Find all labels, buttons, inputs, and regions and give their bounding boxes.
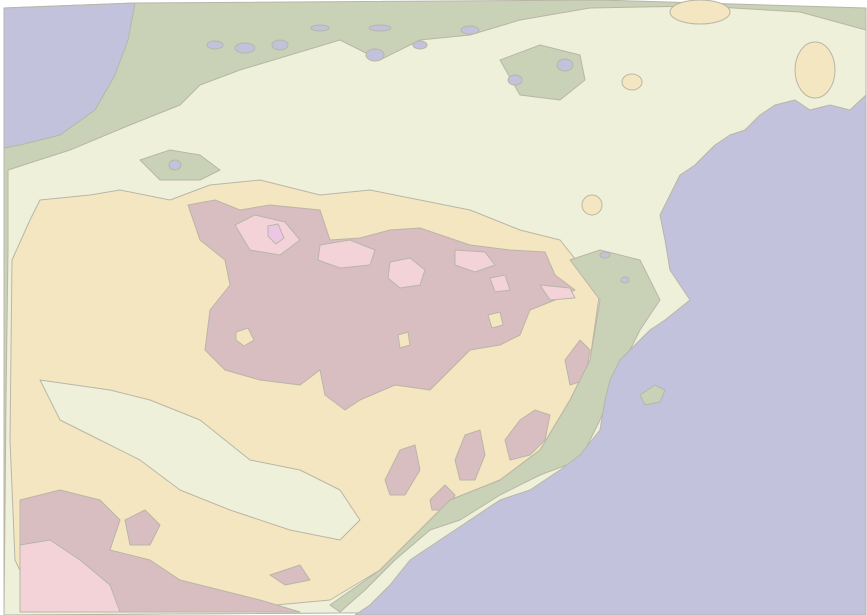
lake-13 — [620, 276, 630, 284]
lake-11 — [168, 159, 182, 171]
lake-9 — [556, 58, 574, 72]
lake-7 — [412, 40, 428, 50]
lake-8 — [460, 25, 480, 35]
lake-5 — [368, 24, 392, 32]
lake-2 — [234, 42, 256, 54]
lake-12 — [599, 251, 611, 259]
upland-spot-2 — [794, 41, 836, 99]
upland-spot-3 — [621, 73, 643, 91]
peak-patch-2 — [317, 239, 376, 269]
lake-4 — [310, 24, 330, 32]
lake-3 — [271, 39, 289, 51]
peak-patch-6 — [539, 284, 576, 301]
lake-10 — [507, 74, 523, 86]
lake-1 — [206, 40, 224, 50]
highland-patch-2 — [454, 429, 486, 481]
highland-patch-1 — [504, 409, 551, 461]
island-1 — [639, 384, 666, 406]
highland-patch-3 — [384, 444, 421, 496]
peak-patch-5 — [489, 274, 511, 293]
lowland-coastal-strip — [329, 249, 661, 613]
lake-6 — [365, 48, 385, 62]
highland-patch-7 — [269, 564, 311, 586]
sea-northwest — [3, 2, 136, 149]
highland-patch-6 — [124, 509, 161, 546]
peak-southwest — [19, 539, 121, 613]
upland-hole-1 — [235, 327, 255, 347]
sea-east — [354, 94, 867, 615]
upland-hole-3 — [487, 311, 504, 329]
summit-patch — [267, 223, 285, 245]
peak-patch-3 — [387, 257, 426, 289]
peak-patch-4 — [454, 249, 496, 273]
upland-spot-1 — [669, 0, 731, 25]
upland-hole-2 — [397, 331, 411, 349]
plain-tongue — [39, 379, 361, 541]
upland-spot-4 — [581, 194, 603, 216]
